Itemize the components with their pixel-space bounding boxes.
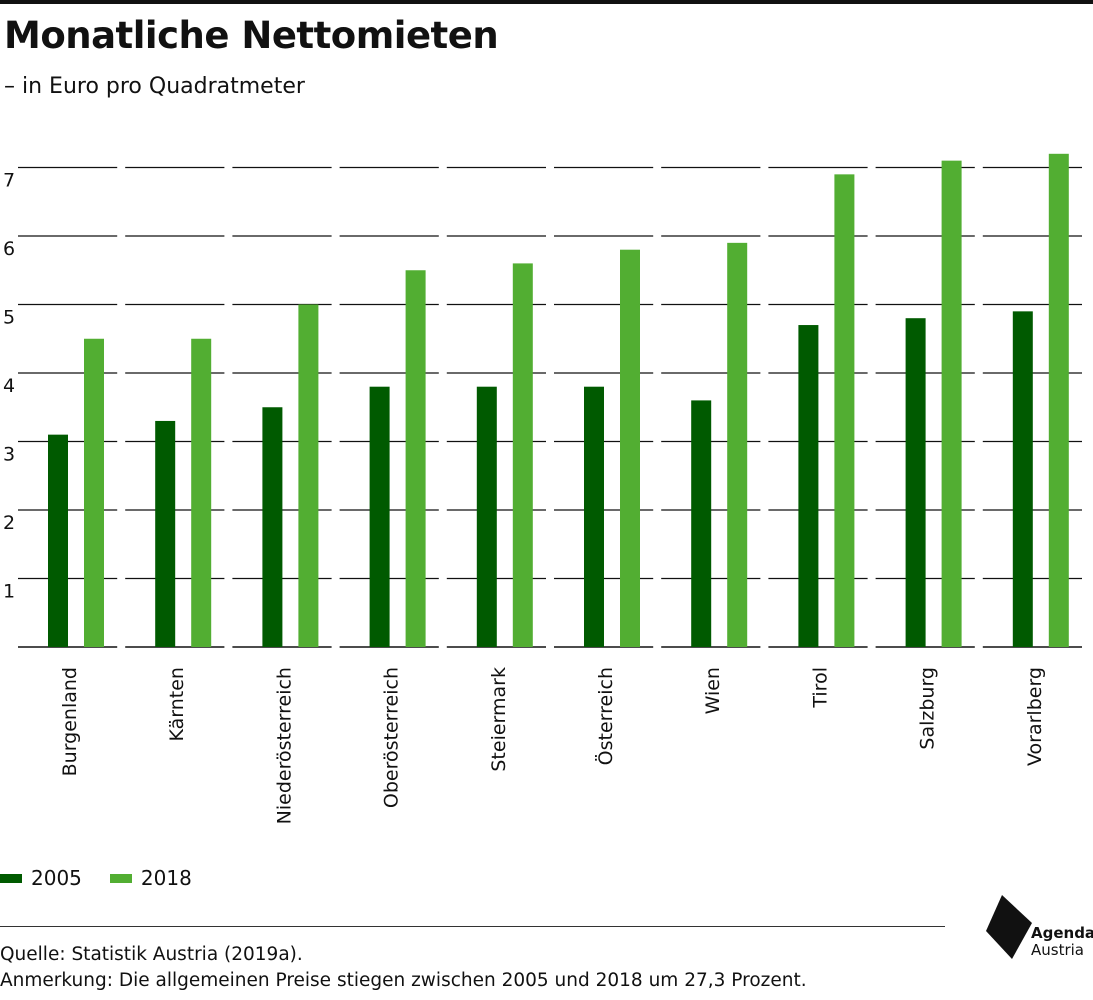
top-rule: [0, 0, 1093, 4]
bar-2018-niederösterreich: [298, 304, 319, 647]
bar-2018-salzburg: [941, 160, 962, 647]
y-tick-label: 5: [3, 307, 15, 329]
y-tick-label: 2: [3, 512, 15, 534]
legend: 2005 2018: [0, 866, 220, 890]
bar-2005-österreich: [584, 386, 604, 647]
legend-item-2005: 2005: [0, 866, 82, 890]
y-tick-label: 4: [3, 375, 15, 397]
bar-2005-niederösterreich: [262, 407, 283, 647]
bar-2005-oberösterreich: [369, 386, 390, 647]
category-label: Niederösterreich: [273, 667, 295, 824]
bar-2005-kärnten: [155, 420, 176, 647]
y-tick-label: 3: [3, 444, 15, 466]
legend-swatch-2005: [0, 873, 22, 883]
category-label: Österreich: [594, 667, 617, 765]
bar-2018-vorarlberg: [1048, 153, 1069, 648]
bar-chart: 1 2 3 4 5 6 7 Burgenland Kärnten Niederösterreich…: [3, 153, 1082, 824]
legend-item-2018: 2018: [109, 866, 192, 890]
logo-text-line2: Austria: [1031, 941, 1084, 959]
category-label: Burgenland: [59, 667, 81, 776]
bar-2005-wien: [691, 400, 712, 647]
bar-2018-burgenland: [84, 338, 104, 647]
legend-swatch-2018: [109, 873, 132, 883]
category-label: Steiermark: [488, 667, 510, 772]
y-tick-label: 6: [3, 238, 15, 260]
bar-2018-tirol: [834, 174, 855, 647]
category-label: Oberösterreich: [381, 667, 403, 808]
bar-2005-salzburg: [905, 318, 926, 647]
bar-2005-vorarlberg: [1012, 311, 1033, 647]
bar-2005-steiermark: [476, 386, 497, 647]
category-label: Wien: [702, 667, 724, 714]
bar-2005-burgenland: [48, 434, 68, 647]
chart-title: Monatliche Nettomieten: [4, 14, 499, 57]
annotation-note: Anmerkung: Die allgemeinen Preise stiege…: [0, 970, 807, 991]
bar-2018-steiermark: [512, 263, 533, 647]
bar-2018-kärnten: [191, 338, 212, 647]
chart-subtitle: – in Euro pro Quadratmeter: [4, 74, 305, 99]
logo-mark-icon: [986, 895, 1032, 959]
bar-2018-oberösterreich: [405, 270, 426, 647]
bar-2005-tirol: [798, 325, 819, 647]
logo-text-line1: Agenda: [1031, 924, 1093, 942]
footer-rule: [0, 926, 945, 927]
category-label: Tirol: [809, 667, 831, 709]
category-label: Vorarlberg: [1024, 667, 1046, 766]
agenda-austria-logo: Agenda Austria: [984, 893, 1093, 965]
legend-label-2018: 2018: [140, 866, 192, 890]
bar-2018-österreich: [620, 249, 640, 647]
category-label: Kärnten: [166, 667, 188, 741]
category-label: Salzburg: [917, 667, 939, 750]
legend-label-2005: 2005: [31, 866, 82, 890]
bar-2018-wien: [727, 242, 748, 647]
y-tick-label: 7: [3, 170, 15, 192]
y-tick-label: 1: [3, 581, 15, 603]
source-note: Quelle: Statistik Austria (2019a).: [0, 944, 303, 965]
